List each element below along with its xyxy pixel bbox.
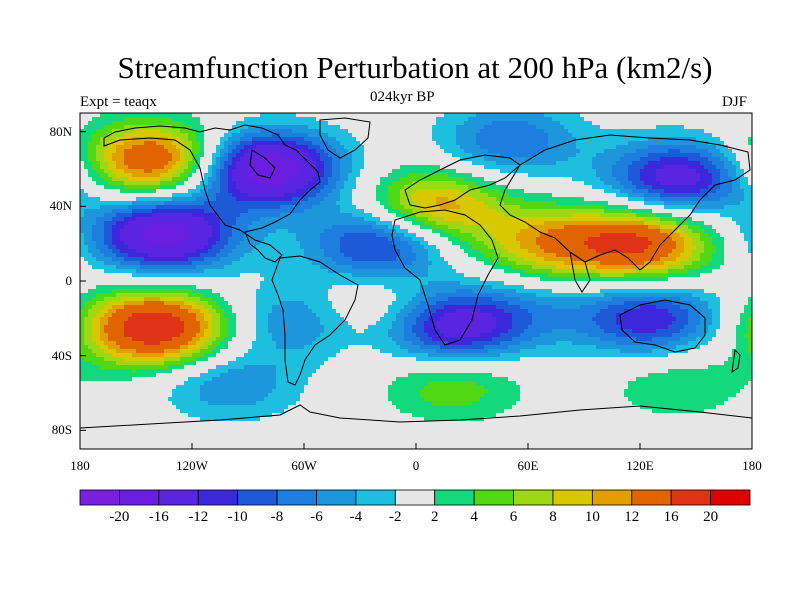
coastlines	[80, 117, 752, 429]
lon-tick-label: 60W	[291, 458, 317, 473]
colorbar-label: -10	[227, 509, 248, 525]
colorbar-swatch	[591, 489, 633, 506]
plot-title: Streamfunction Perturbation at 200 hPa (…	[117, 50, 713, 85]
colorbar-swatch	[710, 489, 751, 506]
season-label: DJF	[722, 94, 748, 110]
colorbar-swatch	[197, 489, 239, 506]
colorbar-label: 2	[430, 509, 439, 525]
colorbar-label: 4	[470, 509, 478, 525]
coast-antarctica	[80, 404, 752, 429]
lon-tick-label: 120E	[626, 458, 654, 473]
coast-new-zealand	[731, 348, 741, 374]
lon-tick-label: 60E	[517, 458, 539, 473]
coast-australia	[619, 299, 706, 353]
colorbar-swatch	[631, 489, 672, 506]
contour-field	[80, 113, 752, 449]
coast-north-america	[103, 124, 321, 263]
colorbar-label: -20	[109, 509, 130, 525]
coast-hudson-bay	[249, 149, 276, 179]
colorbar-swatch	[79, 489, 120, 506]
colorbar-swatch	[670, 489, 711, 506]
colorbar-label: -12	[188, 509, 209, 525]
colorbar-swatch	[473, 489, 514, 506]
coast-india	[569, 250, 591, 293]
colorbar-label: -6	[310, 509, 323, 525]
lat-tick-label: 40N	[49, 198, 72, 214]
colorbar	[79, 489, 751, 506]
colorbar-label: 20	[703, 509, 719, 525]
lon-tick-label: 0	[412, 458, 420, 473]
colorbar-label: 8	[549, 509, 557, 525]
lon-tick-label: 120W	[176, 458, 208, 473]
colorbar-swatch	[119, 489, 160, 506]
colorbar-label: -8	[270, 509, 284, 525]
colorbar-swatch	[276, 489, 317, 506]
lat-tick-label: 0	[65, 273, 73, 288]
lon-tick-label: 180	[70, 458, 90, 473]
colorbar-swatch	[434, 489, 475, 506]
colorbar-swatch	[158, 489, 199, 506]
colorbar-label: 16	[663, 509, 679, 525]
coast-africa	[391, 209, 499, 346]
coast-europe	[404, 154, 521, 209]
coast-asia	[499, 134, 751, 271]
colorbar-label: -16	[148, 509, 169, 525]
lat-tick-label: 40S	[51, 347, 72, 363]
colorbar-swatch	[394, 489, 436, 506]
lon-tick-label: 180	[742, 458, 762, 473]
colorbar-swatch	[237, 489, 278, 506]
colorbar-label: 12	[624, 509, 640, 525]
colorbar-swatch	[552, 489, 593, 506]
coast-south-america	[271, 255, 359, 386]
colorbar-label: 6	[509, 509, 518, 525]
colorbar-swatch	[316, 489, 357, 506]
lat-tick-label: 80N	[49, 123, 72, 139]
time-label: 024kyr BP	[370, 89, 435, 105]
coast-greenland	[319, 117, 371, 159]
colorbar-label: 10	[584, 509, 600, 525]
lat-tick-label: 80S	[51, 422, 72, 438]
axis-ticks	[79, 131, 753, 449]
colorbar-label: -2	[389, 509, 402, 525]
colorbar-swatch	[355, 489, 396, 506]
colorbar-label: -4	[349, 509, 363, 525]
colorbar-swatch	[513, 489, 554, 506]
experiment-label: Expt = teaqx	[80, 94, 157, 110]
